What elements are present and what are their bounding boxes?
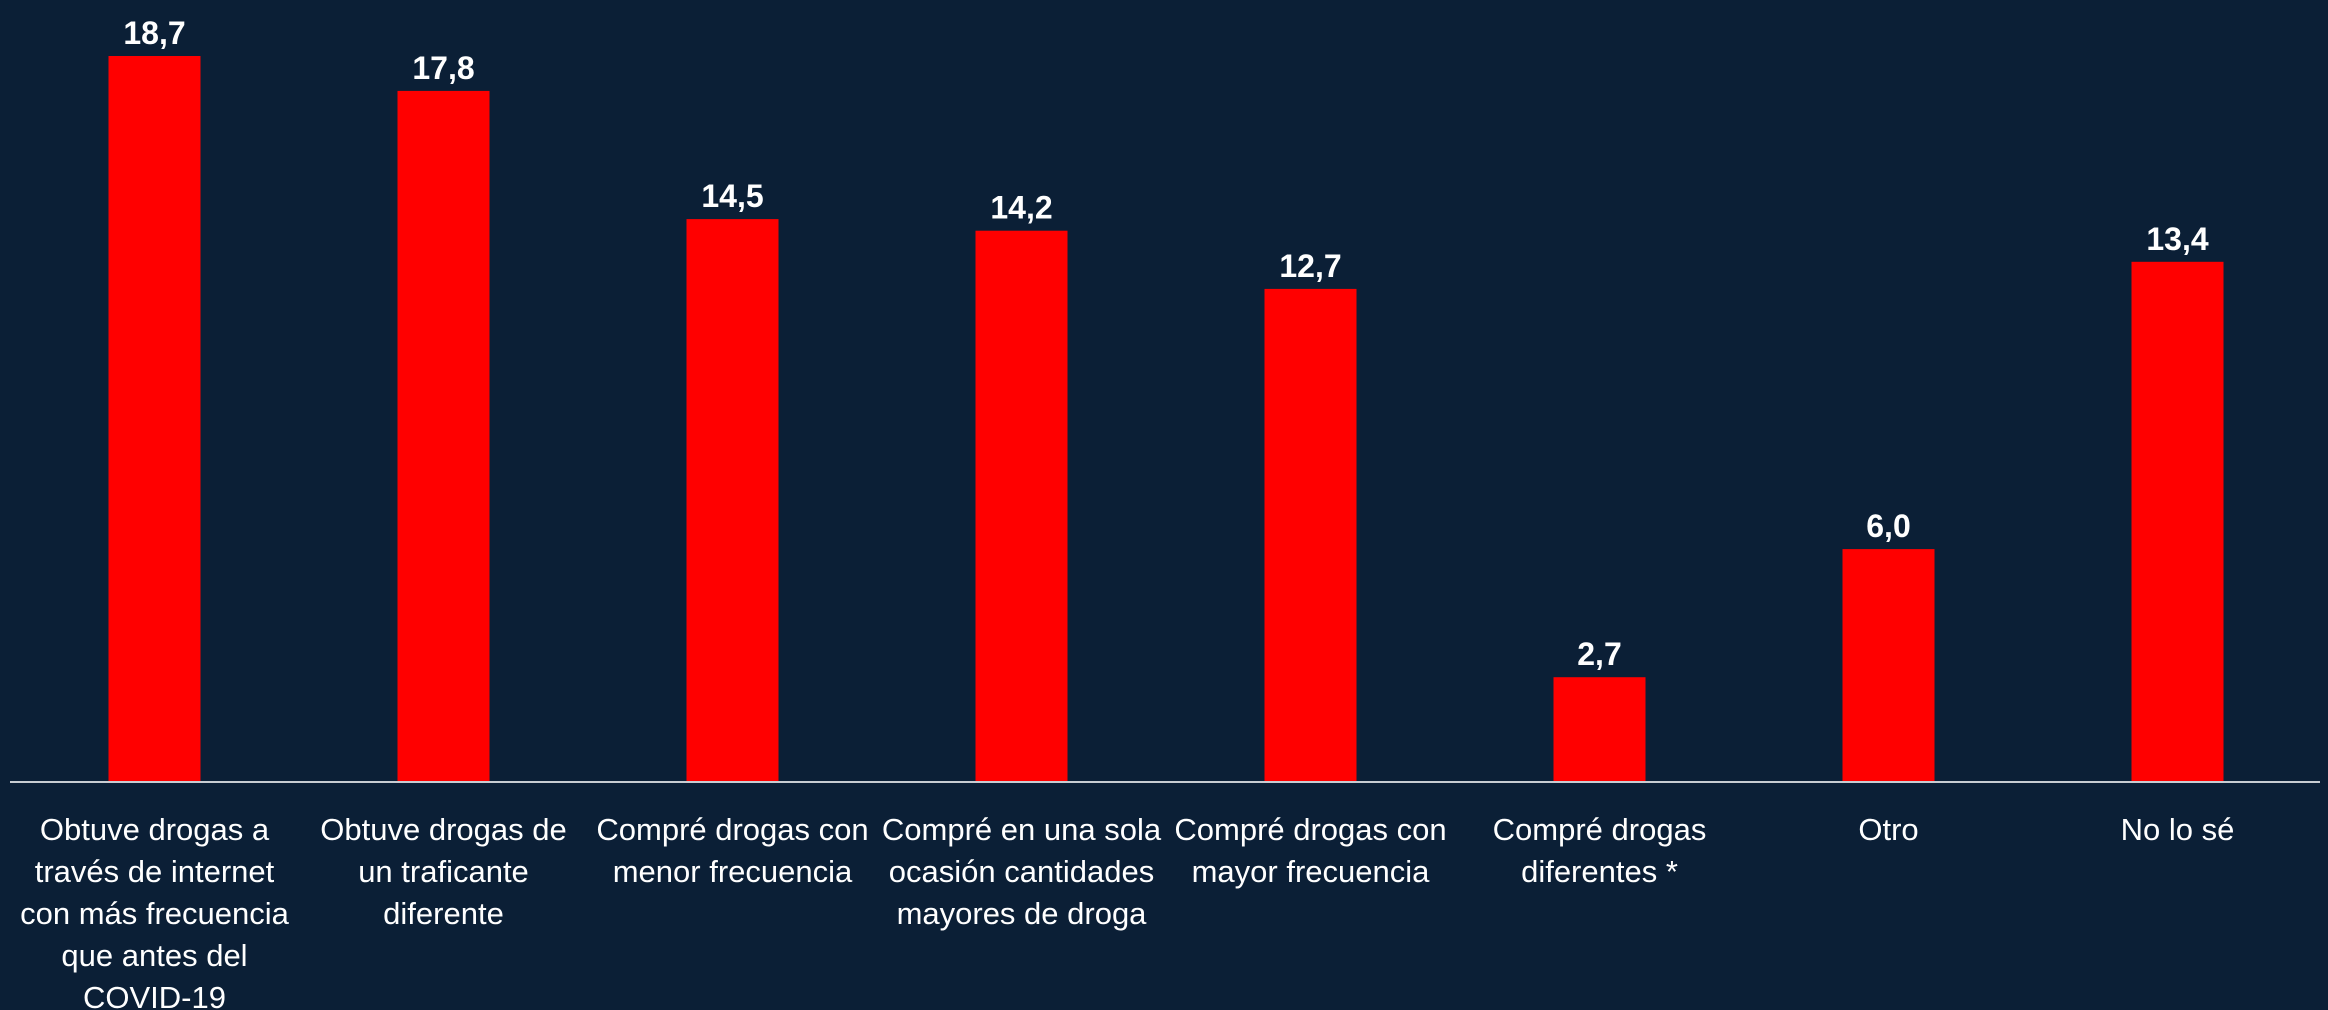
bar-8	[2131, 261, 2224, 782]
category-label-line: Obtuve drogas de	[320, 812, 566, 847]
category-label-2: Obtuve drogas de un traficante diferente	[320, 812, 566, 931]
value-label-8: 13,4	[2146, 221, 2208, 257]
bar-1	[108, 56, 201, 782]
category-label-6: Compré drogas diferentes *	[1493, 812, 1707, 889]
category-label-8: No lo sé	[2121, 812, 2235, 847]
category-label-line: Compré en una sola	[882, 812, 1162, 847]
category-label-line: Compré drogas con	[596, 812, 868, 847]
category-label-line: Obtuve drogas a	[40, 812, 270, 847]
bar-7	[1842, 549, 1935, 782]
category-label-3: Compré drogas con menor frecuencia	[596, 812, 868, 889]
value-labels-group: 18,7 17,8 14,5 14,2 12,7 2,7 6,0 13,4	[123, 15, 2208, 672]
bar-5	[1264, 288, 1357, 782]
category-label-line: través de internet	[35, 854, 275, 889]
category-label-4: Compré en una sola ocasión cantidades mayo…	[882, 812, 1162, 931]
category-label-line: mayores de droga	[897, 896, 1148, 931]
category-label-line: diferente	[383, 896, 504, 931]
bars-group	[108, 56, 2224, 783]
category-label-line: menor frecuencia	[613, 854, 853, 889]
category-label-7: Otro	[1858, 812, 1918, 847]
bar-6	[1553, 677, 1646, 782]
category-label-line: Compré drogas	[1493, 812, 1707, 847]
value-label-1: 18,7	[123, 15, 185, 51]
bar-4	[975, 230, 1068, 782]
category-label-line: con más frecuencia	[20, 896, 290, 931]
value-label-3: 14,5	[701, 178, 763, 214]
category-label-5: Compré drogas con mayor frecuencia	[1174, 812, 1446, 889]
value-label-7: 6,0	[1866, 508, 1910, 544]
value-label-6: 2,7	[1577, 636, 1621, 672]
category-label-line: Compré drogas con	[1174, 812, 1446, 847]
category-label-line: mayor frecuencia	[1192, 854, 1431, 889]
category-label-line: diferentes *	[1521, 854, 1678, 889]
category-labels-group: Obtuve drogas a través de internet con más…	[20, 812, 2234, 1010]
category-label-line: COVID-19	[83, 980, 226, 1010]
category-label-line: No lo sé	[2121, 812, 2235, 847]
category-label-line: Otro	[1858, 812, 1918, 847]
bar-3	[686, 219, 779, 783]
category-label-line: ocasión cantidades	[889, 854, 1154, 889]
category-label-1: Obtuve drogas a través de internet con más…	[20, 812, 290, 1010]
bar-2	[397, 90, 490, 782]
category-label-line: un traficante	[358, 854, 529, 889]
category-label-line: que antes del	[61, 938, 247, 973]
value-label-2: 17,8	[412, 50, 474, 86]
value-label-4: 14,2	[990, 190, 1052, 226]
value-label-5: 12,7	[1279, 248, 1341, 284]
